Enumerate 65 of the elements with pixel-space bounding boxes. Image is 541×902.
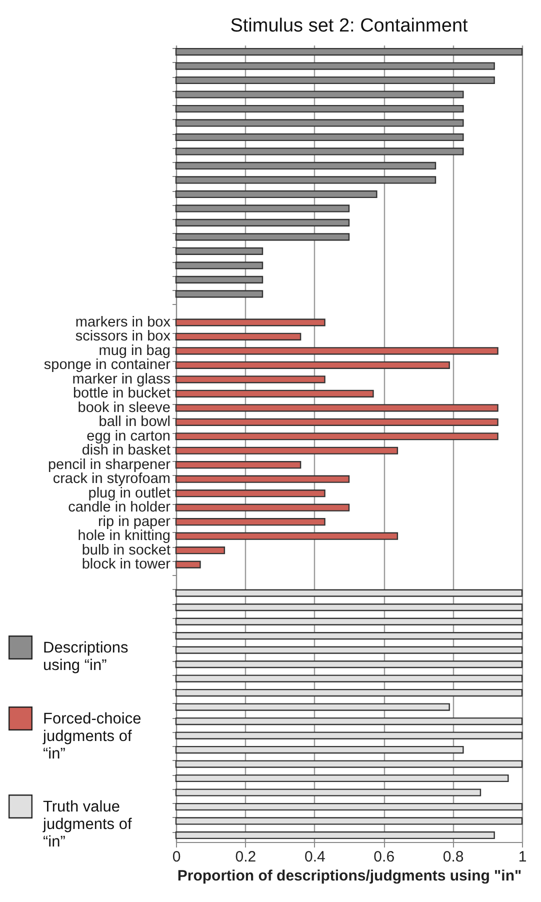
bar xyxy=(175,589,523,597)
bar xyxy=(175,461,302,469)
bar xyxy=(175,732,523,740)
y-tick-label: mug in bag xyxy=(98,342,170,359)
bar xyxy=(175,817,523,825)
bar xyxy=(175,546,226,554)
y-tick-label: dish in basket xyxy=(82,442,170,459)
bar xyxy=(175,646,523,654)
y-tick-label: bottle in bucket xyxy=(72,386,170,402)
y-tick-label: hole in knitting xyxy=(78,528,170,544)
bar xyxy=(175,774,509,782)
y-tick-label: pencil in sharpener xyxy=(48,456,171,473)
bar xyxy=(175,446,398,454)
y-tick-label: book in sleeve xyxy=(78,400,170,416)
bar xyxy=(175,418,498,426)
x-tick-label: 0.8 xyxy=(442,848,464,866)
bar xyxy=(175,746,464,754)
y-tick-label: scissors in box xyxy=(75,328,172,345)
y-tick-label: candle in holder xyxy=(68,500,171,516)
bar xyxy=(175,432,498,440)
y-tick-label: sponge in container xyxy=(44,357,171,374)
bar xyxy=(175,390,374,398)
bar xyxy=(175,376,326,384)
legend-label: Descriptions using “in” xyxy=(43,640,129,674)
bar xyxy=(175,332,302,340)
bar xyxy=(175,674,523,682)
y-tick-label: crack in styrofoam xyxy=(52,471,170,488)
bar xyxy=(175,618,523,626)
bar xyxy=(175,604,523,612)
x-axis-title: Proportion of descriptions/judgments using "in" xyxy=(177,868,522,884)
bar xyxy=(175,831,495,840)
legend-label: Truth value judgments of “in” xyxy=(42,798,132,850)
y-tick-label: plug in outlet xyxy=(88,485,170,502)
bar xyxy=(175,475,350,483)
x-tick-label: 0.4 xyxy=(304,848,326,866)
x-tick-label: 0.2 xyxy=(235,848,256,866)
x-tick-label: 1 xyxy=(518,848,527,866)
bar xyxy=(175,717,523,726)
bar xyxy=(175,532,398,540)
y-tick-label: egg in carton xyxy=(86,428,170,444)
bar xyxy=(175,760,523,768)
y-tick-label: rip in paper xyxy=(98,514,171,530)
x-tick-label: 0.6 xyxy=(374,848,395,866)
y-tick-label: block in tower xyxy=(82,556,171,573)
legend-label: Forced-choice judgments of “in” xyxy=(42,710,142,762)
bar xyxy=(175,518,326,526)
chart-title: Stimulus set 2: Containment xyxy=(230,15,469,36)
bar xyxy=(175,361,450,369)
y-tick-label: marker in glass xyxy=(72,371,170,388)
bar xyxy=(175,660,523,668)
bar xyxy=(175,688,523,697)
y-tick-label: markers in box xyxy=(75,314,172,330)
y-tick-label: ball in bowl xyxy=(98,414,170,430)
bar xyxy=(175,788,482,796)
bar xyxy=(175,703,450,711)
bar xyxy=(175,504,350,512)
bar xyxy=(175,318,326,326)
bar xyxy=(175,632,523,640)
bar xyxy=(175,490,326,498)
bar xyxy=(175,560,201,568)
x-tick-label: 0 xyxy=(172,848,181,866)
bar xyxy=(175,347,498,355)
bar xyxy=(175,404,498,412)
y-tick-label: bulb in socket xyxy=(82,542,170,558)
bar xyxy=(175,802,523,811)
